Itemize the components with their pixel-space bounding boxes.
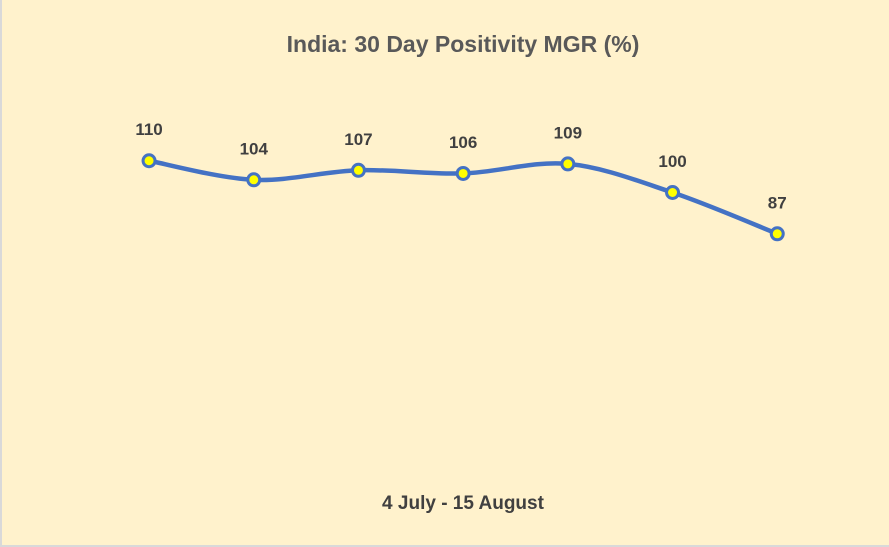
data-label: 106 — [449, 133, 477, 152]
line-marker — [246, 172, 262, 188]
data-label: 110 — [135, 120, 162, 139]
line-marker — [350, 162, 366, 178]
line-marker — [560, 156, 576, 172]
data-label: 107 — [344, 130, 372, 149]
data-label: 104 — [240, 139, 269, 158]
data-label: 100 — [658, 152, 686, 171]
x-axis-label: 4 July - 15 August — [382, 493, 545, 514]
line-marker — [141, 153, 157, 169]
line-marker — [665, 185, 681, 200]
line-marker — [455, 165, 471, 181]
chart-title: India: 30 Day Positivity MGR (%) — [287, 31, 640, 57]
data-label: 109 — [554, 123, 582, 142]
line-marker — [769, 226, 785, 242]
data-label: 87 — [768, 193, 787, 212]
